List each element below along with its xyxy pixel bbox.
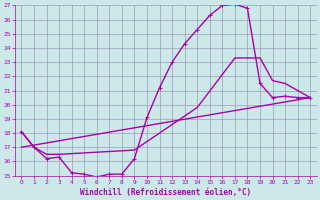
X-axis label: Windchill (Refroidissement éolien,°C): Windchill (Refroidissement éolien,°C) <box>80 188 252 197</box>
